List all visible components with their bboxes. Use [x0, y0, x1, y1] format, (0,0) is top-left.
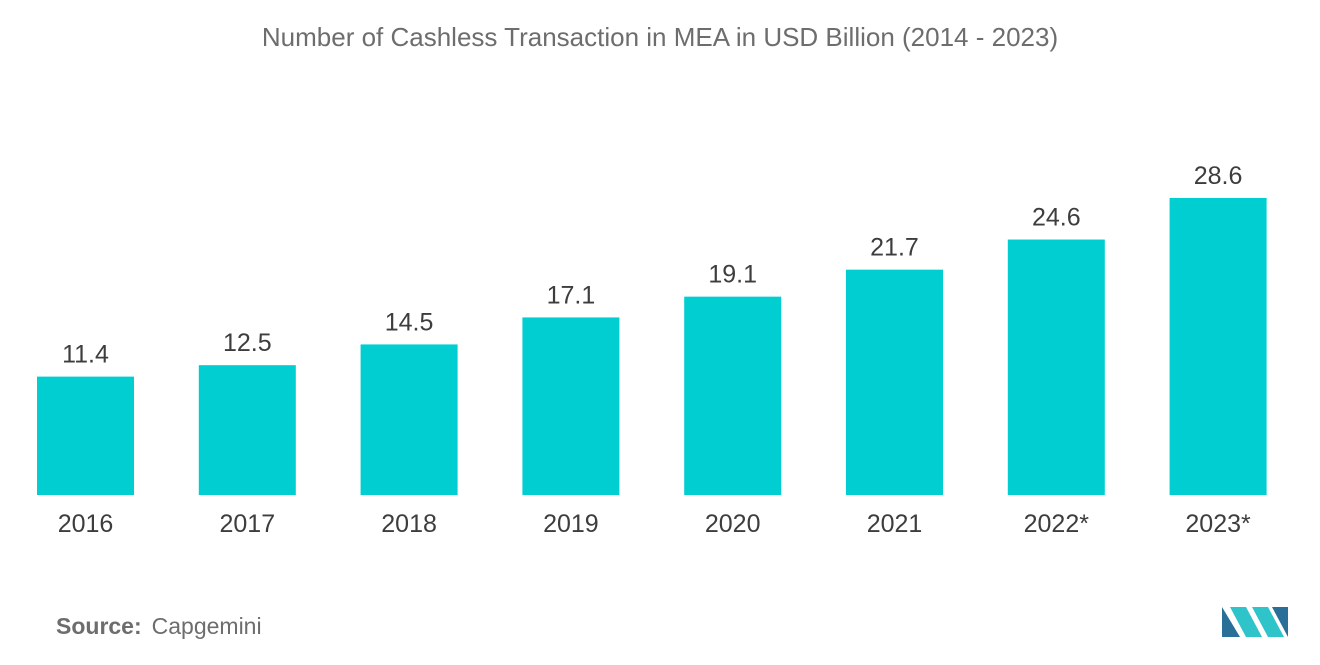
logo-right-shape	[1272, 607, 1288, 637]
x-tick-label-2019: 2019	[543, 510, 599, 538]
data-label-2019: 17.1	[547, 281, 596, 309]
bar-2017	[198, 365, 296, 495]
x-tick-label-2020: 2020	[705, 510, 761, 538]
x-axis-ticks: 2016 2017 2018 2019 2020 2021 2022* 2023*	[58, 510, 1251, 538]
data-label-2020: 19.1	[708, 261, 757, 289]
source-label: Source:	[56, 613, 142, 639]
bar-2021	[846, 269, 943, 495]
x-tick-label-2021: 2021	[867, 510, 923, 538]
bar-2019	[522, 317, 620, 495]
chart-title: Number of Cashless Transaction in MEA in…	[261, 22, 1059, 52]
x-tick-label-2017: 2017	[219, 510, 275, 538]
x-tick-label-2018: 2018	[381, 510, 437, 538]
data-label-2017: 12.5	[223, 329, 272, 357]
data-label-2023*: 28.6	[1194, 162, 1243, 190]
x-tick-label-2016: 2016	[58, 510, 114, 538]
mordor-intelligence-logo-icon	[1222, 607, 1288, 637]
logo-left-shape	[1222, 607, 1240, 637]
data-label-2018: 14.5	[385, 308, 434, 336]
data-label-2022*: 24.6	[1032, 204, 1081, 232]
logo-mid-shape	[1230, 607, 1262, 637]
bars-group	[37, 198, 1267, 495]
data-label-2021: 21.7	[870, 234, 919, 262]
source-value: Capgemini	[151, 613, 262, 639]
bar-2016	[37, 376, 134, 495]
bar-2020	[684, 296, 782, 495]
bar-chart: 11.4 12.514.517.119.121.724.628.6 2016 201…	[37, 162, 1267, 538]
data-label-2016: 11.4	[62, 341, 109, 369]
x-tick-label-2022*: 2022*	[1024, 510, 1090, 538]
source-note: Source: Capgemini	[56, 613, 262, 640]
bar-2023*	[1169, 198, 1267, 495]
bar-2018	[360, 344, 458, 495]
logo-mid-shape-2	[1252, 607, 1284, 637]
bar-labels-group: 11.4 12.5 14.5 17.1 19.1 21.7 24.6 28.6	[62, 162, 1242, 369]
x-tick-label-2023*: 2023*	[1185, 510, 1251, 538]
bar-2022*	[1007, 239, 1105, 495]
